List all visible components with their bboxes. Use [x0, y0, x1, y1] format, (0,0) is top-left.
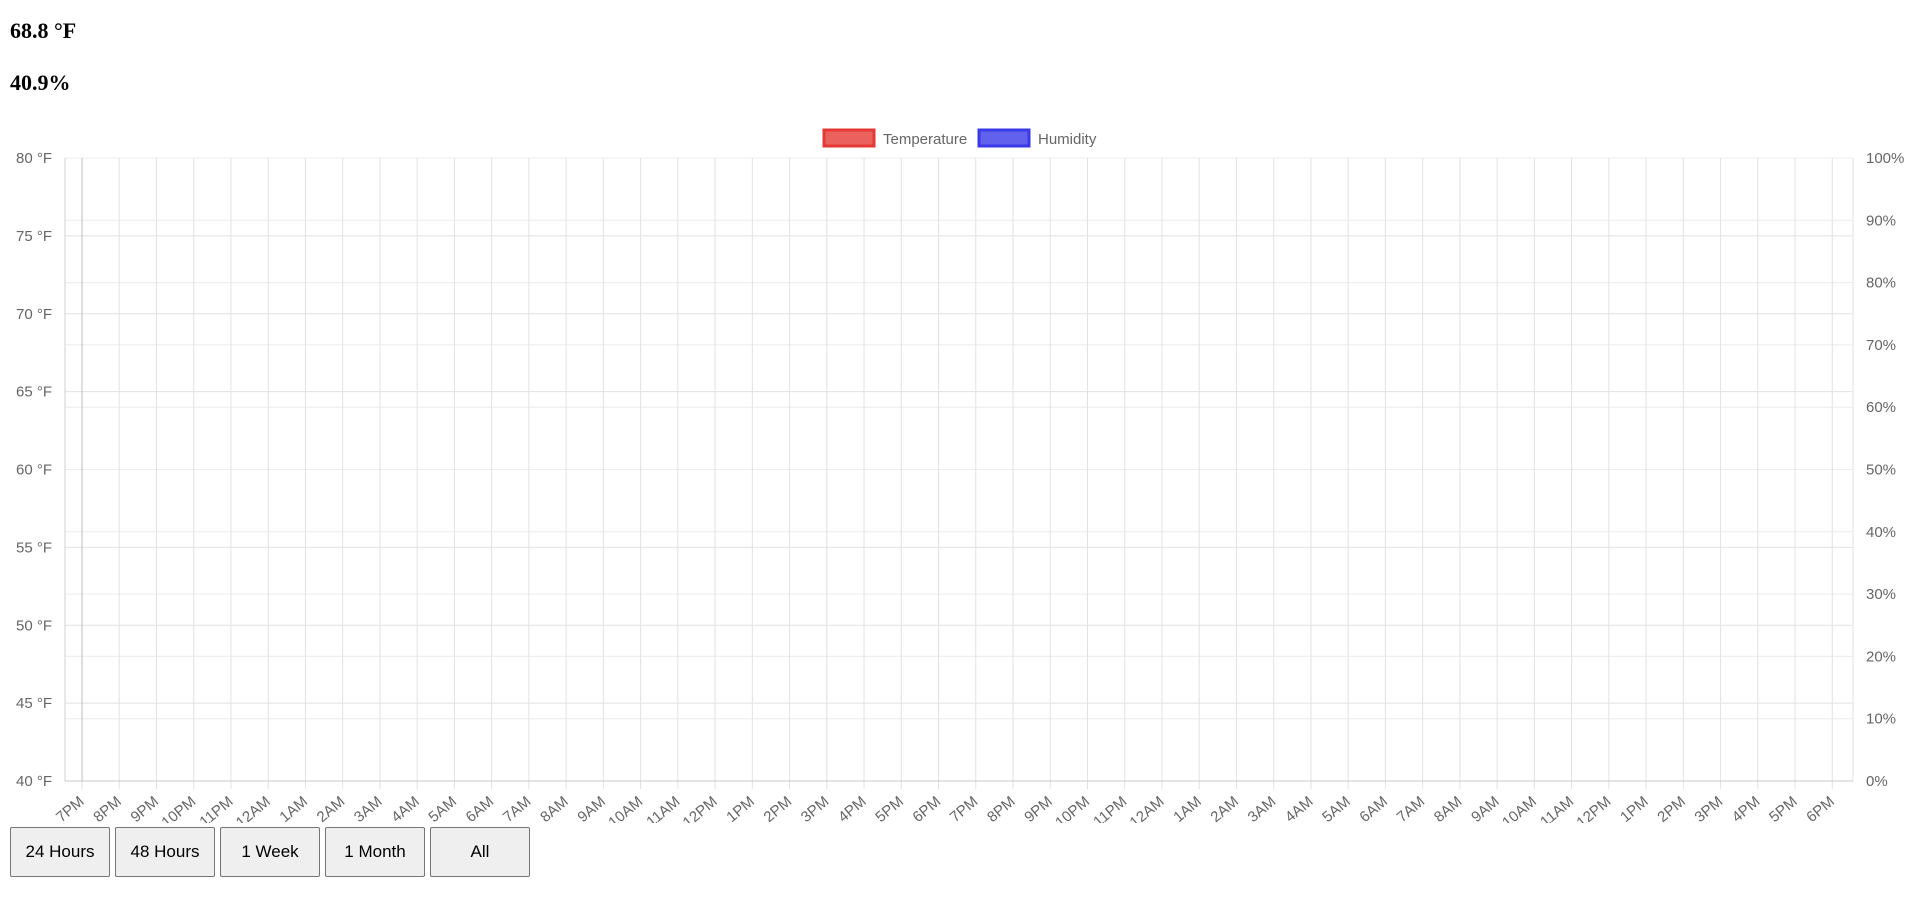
temperature-legend-swatch	[822, 128, 876, 148]
x-tick-label: 4AM	[388, 793, 423, 823]
chart-legend: Temperature Humidity	[822, 128, 1097, 148]
x-tick-label: 8PM	[984, 793, 1019, 823]
y-left-tick-label: 40 °F	[16, 773, 52, 790]
y-left-tick-label: 55 °F	[16, 539, 52, 556]
y-left-tick-label: 75 °F	[16, 228, 52, 245]
y-right-tick-label: 30%	[1866, 586, 1896, 603]
grid-lines	[65, 157, 1854, 789]
humidity-reading: 40.9%	[10, 70, 71, 95]
x-tick-label: 8AM	[1431, 793, 1466, 823]
x-tick-label: 8AM	[537, 793, 572, 823]
temperature-reading: 68.8 °F	[10, 18, 77, 43]
x-tick-label: 1PM	[723, 793, 758, 823]
y-right-tick-label: 40%	[1866, 524, 1896, 541]
y-left-tick-label: 65 °F	[16, 384, 52, 401]
humidity-legend-swatch	[977, 128, 1031, 148]
x-tick-label: 3PM	[1692, 793, 1727, 823]
x-tick-label: 9PM	[1021, 793, 1056, 823]
x-tick-label: 12PM	[1573, 793, 1614, 823]
x-tick-label: 9AM	[574, 793, 609, 823]
y-right-tick-label: 0%	[1866, 773, 1888, 790]
axes: 80 °F 75 °F 70 °F 65 °F 60 °F 55 °F 50 °F 45 °F…	[16, 150, 1904, 823]
range-24-hours-button[interactable]: 24 Hours	[10, 827, 110, 877]
range-1-week-button[interactable]: 1 Week	[220, 827, 320, 877]
range-48-hours-button[interactable]: 48 Hours	[115, 827, 215, 877]
temperature-legend-label: Temperature	[883, 131, 967, 148]
x-tick-label: 3PM	[798, 793, 833, 823]
y-left-tick-label: 60 °F	[16, 462, 52, 479]
x-tick-label: 2PM	[1654, 793, 1689, 823]
x-tick-label: 11PM	[1090, 793, 1130, 823]
x-tick-label: 1PM	[1617, 793, 1652, 823]
x-tick-label: 10AM	[605, 793, 646, 823]
x-tick-label: 9PM	[127, 793, 162, 823]
y-left-tick-label: 45 °F	[16, 695, 52, 712]
x-tick-label: 1AM	[276, 793, 311, 823]
x-tick-label: 6PM	[910, 793, 945, 823]
x-tick-label: 5PM	[872, 793, 907, 823]
x-tick-label: 5PM	[1766, 793, 1801, 823]
x-tick-label: 9AM	[1468, 793, 1503, 823]
x-tick-label: 2AM	[1207, 793, 1242, 823]
x-tick-label: 6AM	[1356, 793, 1391, 823]
y-right-tick-label: 80%	[1866, 275, 1896, 292]
x-tick-label: 4PM	[1729, 793, 1764, 823]
x-tick-label: 11PM	[196, 793, 236, 823]
x-tick-label: 12AM	[233, 793, 274, 823]
y-right-tick-label: 10%	[1866, 711, 1896, 728]
y-right-tick-label: 90%	[1866, 212, 1896, 229]
humidity-legend-label: Humidity	[1038, 131, 1097, 148]
x-tick-label: 5AM	[1319, 793, 1354, 823]
x-tick-label: 4PM	[835, 793, 870, 823]
x-tick-label: 2PM	[761, 793, 796, 823]
x-tick-label: 11AM	[643, 793, 683, 823]
x-tick-label: 12PM	[680, 793, 721, 823]
y-right-tick-label: 100%	[1866, 150, 1904, 167]
y-right-tick-label: 70%	[1866, 337, 1896, 354]
y-left-tick-label: 50 °F	[16, 617, 52, 634]
x-tick-label: 12AM	[1127, 793, 1168, 823]
y-right-tick-label: 20%	[1866, 648, 1896, 665]
x-tick-label: 7PM	[947, 793, 982, 823]
x-tick-label: 1AM	[1170, 793, 1205, 823]
range-1-month-button[interactable]: 1 Month	[325, 827, 425, 877]
x-tick-label: 8PM	[90, 793, 125, 823]
x-tick-label: 6PM	[1803, 793, 1838, 823]
x-tick-label: 10AM	[1499, 793, 1540, 823]
x-tick-label: 10PM	[1052, 793, 1093, 823]
x-tick-label: 7PM	[53, 793, 88, 823]
x-tick-label: 2AM	[314, 793, 349, 823]
x-tick-label: 7AM	[1394, 793, 1429, 823]
x-tick-label: 10PM	[158, 793, 199, 823]
x-tick-label: 5AM	[425, 793, 460, 823]
y-left-tick-label: 80 °F	[16, 150, 52, 167]
y-left-tick-label: 70 °F	[16, 306, 52, 323]
time-range-buttons: 24 Hours 48 Hours 1 Week 1 Month All	[10, 827, 530, 877]
x-tick-label: 3AM	[351, 793, 386, 823]
range-all-button[interactable]: All	[430, 827, 530, 877]
x-tick-label: 7AM	[500, 793, 535, 823]
x-tick-label: 6AM	[463, 793, 498, 823]
y-right-tick-label: 60%	[1866, 399, 1896, 416]
y-right-tick-label: 50%	[1866, 462, 1896, 479]
x-tick-label: 4AM	[1282, 793, 1317, 823]
temperature-humidity-chart: 80 °F 75 °F 70 °F 65 °F 60 °F 55 °F 50 °F 45 °F…	[16, 128, 1904, 823]
x-tick-label: 3AM	[1245, 793, 1280, 823]
x-tick-label: 11AM	[1537, 793, 1577, 823]
